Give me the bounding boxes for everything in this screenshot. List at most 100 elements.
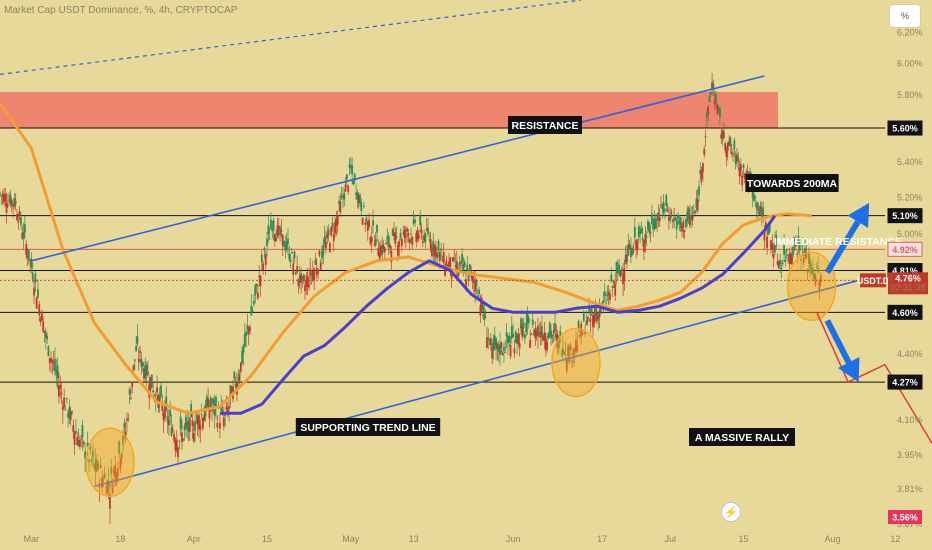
- candle-body: [311, 270, 314, 280]
- candle-body: [658, 217, 661, 222]
- candle-body: [277, 225, 280, 229]
- candle-body: [719, 107, 721, 118]
- candle-body: [713, 100, 716, 105]
- candle-body: [260, 254, 263, 263]
- candle-body: [479, 305, 482, 316]
- highlight-circle-2: [786, 251, 837, 321]
- candle-body: [345, 174, 348, 180]
- scale-toggle-button[interactable]: %: [890, 5, 920, 27]
- candle-body: [322, 245, 325, 256]
- candle-body: [105, 492, 107, 494]
- candle-body: [213, 403, 216, 416]
- tradingview-logo-icon[interactable]: ⚡: [721, 502, 741, 522]
- candle-body: [421, 241, 424, 243]
- highlight-circle-1: [551, 327, 601, 398]
- price-tag-label-3: 4.81%: [892, 266, 918, 276]
- candle-body: [219, 422, 221, 429]
- candle-body: [738, 167, 741, 177]
- candle-body: [192, 433, 195, 442]
- dashed-trend-line: [0, 0, 582, 75]
- candle-body: [365, 217, 368, 222]
- symbol-tag-box: [860, 273, 886, 288]
- candle-body: [387, 236, 390, 247]
- candle-body: [419, 215, 422, 226]
- candle-body: [814, 274, 817, 286]
- candle-body: [733, 140, 736, 149]
- candle-body: [63, 397, 66, 408]
- candle-body: [632, 250, 635, 252]
- candle-body: [315, 267, 318, 276]
- candle-body: [576, 345, 579, 352]
- candle-body: [543, 332, 546, 341]
- candle-body: [106, 480, 109, 493]
- candle-body: [500, 342, 503, 349]
- candle-body: [631, 248, 634, 255]
- candle-body: [615, 261, 618, 274]
- candle-body: [491, 346, 494, 359]
- candle-body: [224, 414, 227, 416]
- candle-body: [620, 268, 623, 270]
- candle-body: [726, 143, 729, 151]
- candle-body: [368, 219, 371, 228]
- candle-body: [80, 438, 83, 440]
- candle-body: [559, 331, 562, 338]
- price-tag-box-1: [887, 208, 923, 224]
- y-tick-label: 5.40%: [897, 157, 923, 167]
- candle-body: [474, 281, 477, 292]
- resistance-zone: [0, 91, 778, 129]
- candle-body: [610, 274, 613, 282]
- candle-body: [241, 351, 244, 363]
- candle-body: [47, 346, 50, 356]
- candle-body: [9, 194, 12, 206]
- candle-body: [606, 294, 609, 296]
- candle-body: [225, 406, 228, 410]
- candle-body: [486, 337, 488, 348]
- candle-body: [784, 260, 787, 262]
- candle-body: [141, 362, 144, 367]
- candle-body: [37, 289, 39, 298]
- candle-body: [656, 218, 659, 221]
- candle-body: [647, 221, 649, 230]
- candle-body: [432, 240, 435, 251]
- candle-body: [122, 435, 124, 445]
- candle-body: [369, 236, 372, 244]
- candle-body: [90, 459, 93, 461]
- candle-body: [239, 362, 242, 372]
- candles-group: [0, 72, 822, 524]
- candle-body: [233, 371, 236, 379]
- candle-body: [542, 335, 545, 341]
- highlight-circle-0: [85, 427, 135, 497]
- candle-body: [349, 166, 352, 169]
- candle-body: [623, 268, 626, 280]
- candle-body: [399, 233, 402, 239]
- x-tick-label: 15: [262, 534, 272, 544]
- y-tick-label: 5.20%: [897, 192, 923, 202]
- candle-body: [92, 450, 94, 458]
- candle-body: [221, 410, 224, 412]
- price-tag-label-1: 5.10%: [892, 211, 918, 221]
- candle-body: [537, 325, 539, 337]
- candle-body: [16, 214, 18, 221]
- candle-body: [313, 268, 316, 281]
- candle-body: [495, 338, 498, 350]
- candle-body: [777, 261, 780, 269]
- candle-body: [167, 419, 170, 426]
- current-price-value: 4.76%: [895, 273, 921, 283]
- candle-body: [39, 318, 42, 323]
- candle-body: [783, 244, 785, 255]
- candle-body: [561, 348, 564, 355]
- candle-body: [452, 257, 454, 262]
- candle-body: [195, 421, 198, 423]
- y-tick-label: 4.40%: [897, 349, 923, 359]
- candle-body: [327, 229, 330, 236]
- candle-body: [250, 305, 253, 316]
- x-tick-label: Aug: [825, 534, 841, 544]
- candle-body: [423, 234, 426, 241]
- candle-body: [643, 240, 645, 252]
- candle-body: [751, 191, 754, 198]
- symbol-title: Market Cap USDT Dominance, %, 4h, CRYPTO…: [4, 5, 238, 16]
- candle-body: [700, 170, 703, 180]
- candle-body: [249, 326, 251, 331]
- candle-body: [107, 481, 110, 487]
